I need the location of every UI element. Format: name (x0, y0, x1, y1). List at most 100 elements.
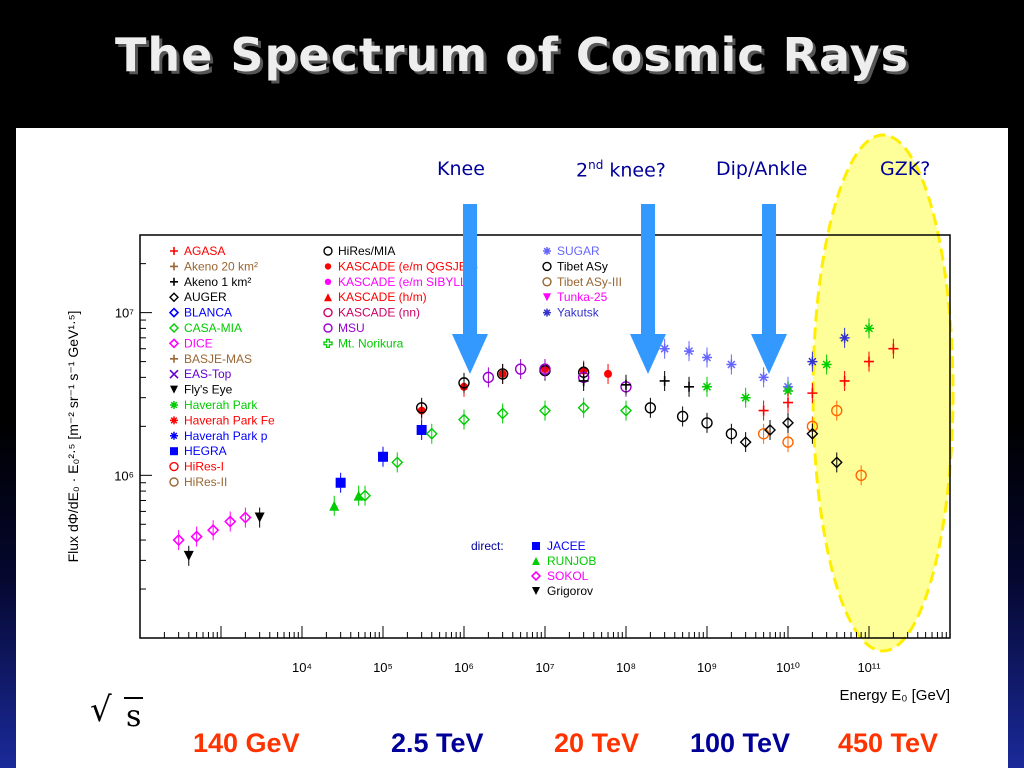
knee-arrow-icon (452, 204, 488, 374)
legend-entry: EAS-Top (184, 367, 232, 381)
legend-marker (324, 278, 332, 285)
data-point (739, 436, 752, 449)
legend-marker (169, 477, 179, 487)
legend-marker (170, 277, 178, 286)
sqrt-icon: √ (90, 690, 112, 730)
data-point (207, 524, 220, 537)
y-axis-label: Flux dΦ/dE₀ · E₀²·⁵ [m⁻² sr⁻¹ s⁻¹ GeV¹·⁵… (65, 311, 81, 563)
direct-legend-entry: RUNJOB (547, 554, 596, 568)
data-point (378, 451, 388, 462)
legend-entry: Haverah Park Fe (184, 413, 275, 427)
legend-entry: KASCADE (nn) (338, 306, 420, 320)
x-tick-label: 10⁷ (535, 660, 554, 675)
direct-legend-marker (532, 587, 540, 595)
legend-marker (323, 323, 333, 333)
x-tick-label: 10¹¹ (857, 660, 881, 675)
second-knee-number: 2 (576, 159, 589, 182)
data-point (359, 489, 372, 502)
data-point (684, 381, 695, 392)
data-point (758, 405, 769, 416)
data-point (353, 490, 364, 501)
data-point (335, 477, 346, 488)
data-point (888, 343, 899, 354)
data-point (577, 401, 590, 414)
legend-marker (170, 416, 178, 425)
data-point (725, 428, 738, 440)
legend-entry: HiRes-I (184, 460, 224, 474)
data-point (458, 413, 470, 426)
legend-marker (169, 461, 179, 472)
spectrum-chart: 10⁴ 10⁵ 10⁶ 10⁷ 10⁸ 10⁹ 10¹⁰ 10¹¹ 10⁶ 10⁷ Energy E… (65, 133, 955, 704)
legend-entry: AUGER (184, 290, 227, 304)
data-point (254, 512, 265, 523)
ankle-arrow-icon (751, 204, 787, 374)
legend-entry: Mt. Norikura (338, 336, 404, 350)
data-point (701, 417, 713, 429)
x-tick-label: 10⁵ (373, 660, 393, 675)
gzk-region-ellipse (811, 133, 955, 653)
data-point (425, 427, 438, 440)
x-axis-label: Energy E₀ [GeV] (840, 687, 950, 704)
data-point (806, 427, 819, 440)
data-point (172, 533, 185, 547)
data-point (831, 404, 843, 417)
data-point (620, 404, 632, 417)
data-point (782, 416, 794, 429)
data-point (458, 377, 470, 389)
energy-label-1: 140 GeV (193, 728, 300, 758)
legend-marker (170, 385, 178, 394)
chart-panel: 10⁴ 10⁵ 10⁶ 10⁷ 10⁸ 10⁹ 10¹⁰ 10¹¹ 10⁶ 10⁷ Energy E… (16, 128, 1008, 768)
direct-legend-marker (532, 542, 540, 550)
second-knee-rest: knee? (603, 159, 666, 182)
slide-title: The Spectrum of Cosmic Rays (115, 28, 909, 82)
legend-entry: Tibet ASy (557, 259, 608, 273)
legend-entry: SUGAR (557, 244, 600, 258)
legend-marker (170, 354, 178, 363)
legend-entry: AGASA (184, 244, 225, 258)
legend-entry: Akeno 20 km² (184, 259, 258, 273)
data-point (864, 356, 874, 367)
data-point (807, 356, 818, 367)
data-point (391, 456, 404, 469)
y-tick-label: 10⁶ (114, 468, 134, 483)
legend-marker (169, 292, 179, 303)
legend-marker (542, 261, 552, 272)
data-point (604, 369, 613, 378)
data-point (702, 381, 712, 392)
legend-entry: HiRes-II (184, 475, 227, 489)
legend-entry: KASCADE (e/m SIBYLL) (338, 275, 471, 289)
legend-entry: HiRes/MIA (338, 244, 395, 258)
legend-marker (169, 369, 179, 379)
data-point (864, 323, 874, 334)
data-point (659, 375, 670, 386)
data-point (482, 371, 495, 384)
data-point (676, 410, 689, 423)
legend-entry: BASJE-MAS (184, 352, 252, 366)
legend-marker (323, 246, 333, 256)
annotation-knee: Knee (437, 158, 485, 180)
legend-marker (168, 338, 180, 349)
legend-entry: Akeno 1 km² (184, 275, 251, 289)
data-point (578, 375, 589, 386)
data-point (239, 511, 252, 524)
data-point (839, 332, 850, 343)
legend-marker (324, 293, 332, 302)
data-point (740, 392, 751, 403)
legend-entry: BLANCA (184, 306, 232, 320)
annotation-gzk: GZK? (880, 158, 931, 180)
legend-entry: HEGRA (184, 444, 227, 458)
data-point (496, 368, 509, 380)
legend-marker (543, 293, 551, 302)
legend-marker (323, 307, 333, 318)
second-knee-arrow-icon (630, 204, 666, 374)
data-point (702, 352, 712, 363)
legend-marker (168, 307, 180, 318)
legend-entry: Tunka-25 (557, 290, 608, 304)
data-point (539, 404, 551, 417)
y-tick-label: 10⁷ (115, 306, 134, 321)
legend-entry: KASCADE (h/m) (338, 290, 427, 304)
data-point (329, 500, 340, 511)
data-point (839, 375, 850, 386)
legend-marker (542, 277, 552, 287)
data-point (621, 379, 631, 390)
